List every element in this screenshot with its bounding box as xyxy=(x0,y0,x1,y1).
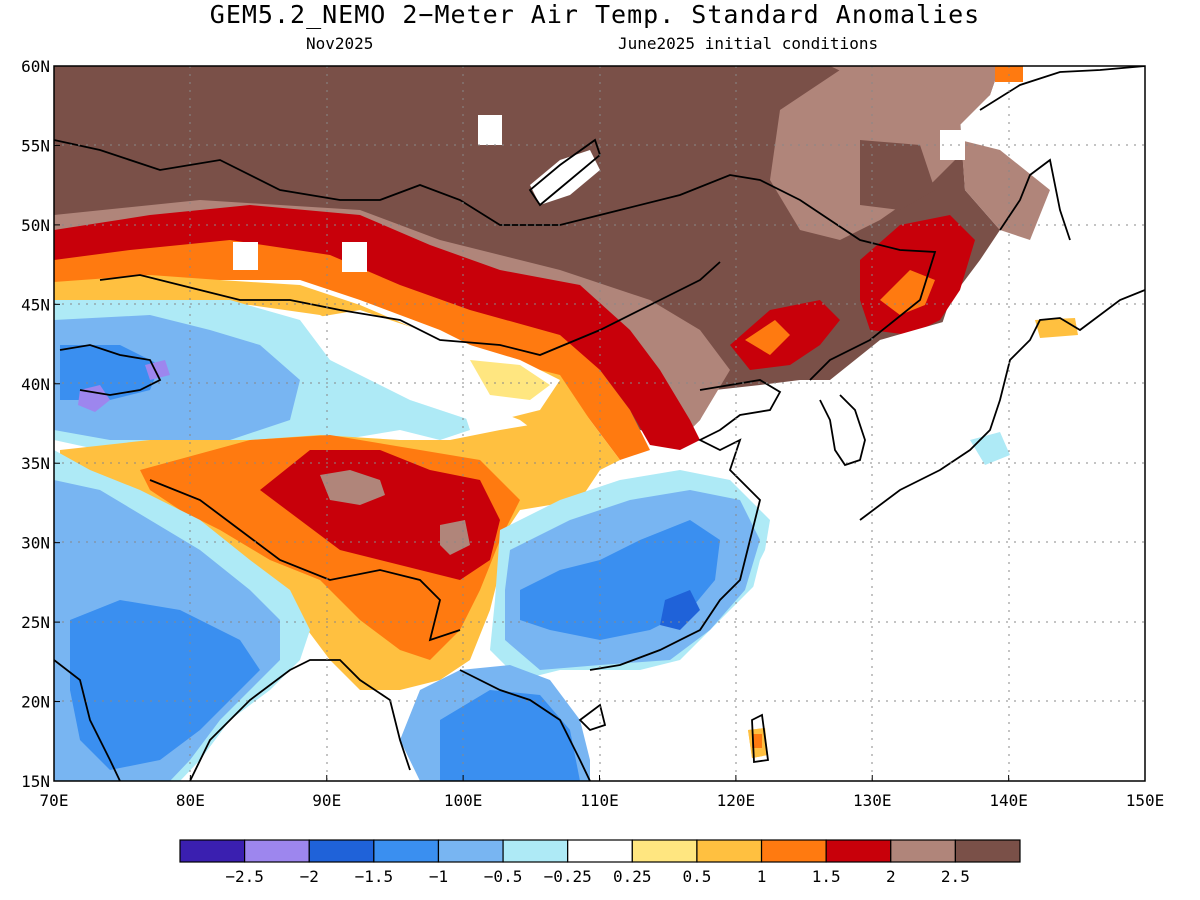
colorbar-label: −1.5 xyxy=(355,867,394,886)
anomaly-2-2.5-ne xyxy=(830,66,1050,240)
colorbar-label: −0.25 xyxy=(544,867,592,886)
anomaly-1-1.5-neg-central-asia xyxy=(60,345,160,400)
anomaly-1.5-2-belt xyxy=(54,205,700,450)
anomaly-neg-1.5-south-china xyxy=(660,590,700,630)
anomaly-0.25-0.5-tarim xyxy=(470,360,550,400)
colorbar-label: 1.5 xyxy=(812,867,841,886)
lake-baikal-line xyxy=(528,138,602,207)
colorbar-swatch xyxy=(890,839,956,863)
lat-tick-label: 30N xyxy=(21,534,50,553)
anomaly-1-1.5-belt xyxy=(54,240,650,460)
lon-tick-label: 80E xyxy=(176,791,205,810)
indochina-border-line xyxy=(459,669,591,781)
anomaly-1-1.5-taiwan xyxy=(752,734,762,748)
colorbar-label: 0.5 xyxy=(682,867,711,886)
india-coast-line xyxy=(189,659,411,781)
anomaly-0.5-1-hokkaido-top xyxy=(1035,318,1078,338)
colorbar-swatch xyxy=(179,839,246,863)
korea-coast-line xyxy=(819,394,866,467)
lon-tick-label: 90E xyxy=(312,791,341,810)
lat-tick-label: 40N xyxy=(21,375,50,394)
mask-patch xyxy=(478,115,502,145)
initial-conditions: June2025 initial conditions xyxy=(618,34,879,53)
colorbar-swatch xyxy=(308,839,375,863)
arabia-coast-line xyxy=(54,659,121,781)
colorbar-swatch xyxy=(760,839,827,863)
colorbar-swatch xyxy=(696,839,763,863)
lat-tick-label: 35N xyxy=(21,454,50,473)
sakhalin-coast-line xyxy=(999,158,1071,241)
ocean-mask xyxy=(720,66,1145,781)
anomaly-1-1.5-manchuria xyxy=(745,320,790,355)
latitude-axis: 60N 55N 50N 45N 40N 35N 30N 25N 20N 15N xyxy=(21,57,60,791)
lon-tick-label: 110E xyxy=(580,791,619,810)
anomaly-2-2.5-neg-central-asia-2 xyxy=(145,360,170,380)
mask-patch-4 xyxy=(940,130,965,160)
anomaly-2-2.5-tibet xyxy=(320,470,385,505)
lon-tick-label: 130E xyxy=(853,791,892,810)
colorbar-label: 2.5 xyxy=(941,867,970,886)
himalaya-border-line xyxy=(149,479,461,642)
mask-patch-3 xyxy=(342,242,367,272)
lat-tick-label: 55N xyxy=(21,136,50,155)
lat-tick-label: 15N xyxy=(21,772,50,791)
grid-lines xyxy=(54,66,1145,781)
lon-tick-label: 150E xyxy=(1126,791,1165,810)
lon-tick-label: 100E xyxy=(444,791,483,810)
colorbar-swatch xyxy=(244,839,310,863)
hainan-coast-line xyxy=(578,703,607,732)
lake-baikal-mask xyxy=(530,150,600,205)
colorbar: −2.5 −2 −1.5 −1 −0.5 −0.25 0.25 0.5 1 1.5 2 2.5 xyxy=(179,839,1021,886)
colorbar-label: 2 xyxy=(886,867,896,886)
colorbar-swatch xyxy=(567,839,633,863)
lat-tick-label: 60N xyxy=(21,57,50,76)
china-coast-line xyxy=(589,379,782,671)
map-title: GEM5.2_NEMO 2−Meter Air Temp. Standard A… xyxy=(209,0,981,29)
anomaly-1.5-2-tibet xyxy=(260,450,500,580)
colorbar-label: −2 xyxy=(300,867,319,886)
japan-coast-line xyxy=(859,289,1145,521)
lat-tick-label: 20N xyxy=(21,693,50,712)
okhotsk-coast-line xyxy=(979,66,1145,111)
colorbar-label: 1 xyxy=(757,867,767,886)
anomaly-neg-1-indochina xyxy=(440,690,580,781)
lat-tick-label: 45N xyxy=(21,295,50,314)
anomaly-neg-1-india xyxy=(70,600,260,770)
anomaly-1-1.5-amur xyxy=(880,270,935,315)
colorbar-swatch xyxy=(954,839,1021,863)
longitude-axis: 70E 80E 90E 100E 110E 120E 130E 140E 150E xyxy=(40,775,1165,810)
colorbar-label: 0.25 xyxy=(613,867,652,886)
caspian-border-line xyxy=(59,344,162,396)
colorbar-label: −2.5 xyxy=(225,867,264,886)
lat-tick-label: 25N xyxy=(21,613,50,632)
mongolia-border-line xyxy=(99,261,721,356)
lat-tick-label: 50N xyxy=(21,216,50,235)
colorbar-swatch xyxy=(631,839,698,863)
lon-tick-label: 140E xyxy=(989,791,1028,810)
colorbar-label: −0.5 xyxy=(484,867,523,886)
northern-border-line xyxy=(54,139,937,381)
colorbar-label: −1 xyxy=(429,867,448,886)
colorbar-swatch xyxy=(437,839,504,863)
mask-patch-2 xyxy=(233,242,258,270)
colorbar-swatch xyxy=(502,839,569,863)
coastlines xyxy=(54,66,1145,781)
colorbar-swatch xyxy=(825,839,892,863)
lon-tick-label: 120E xyxy=(717,791,756,810)
lon-tick-label: 70E xyxy=(40,791,69,810)
anomaly-field xyxy=(54,66,1145,781)
colorbar-swatch xyxy=(373,839,440,863)
anomaly-gt-2.5-patch xyxy=(860,140,935,210)
forecast-month: Nov2025 xyxy=(306,34,374,53)
taiwan-coast-line xyxy=(751,713,770,764)
